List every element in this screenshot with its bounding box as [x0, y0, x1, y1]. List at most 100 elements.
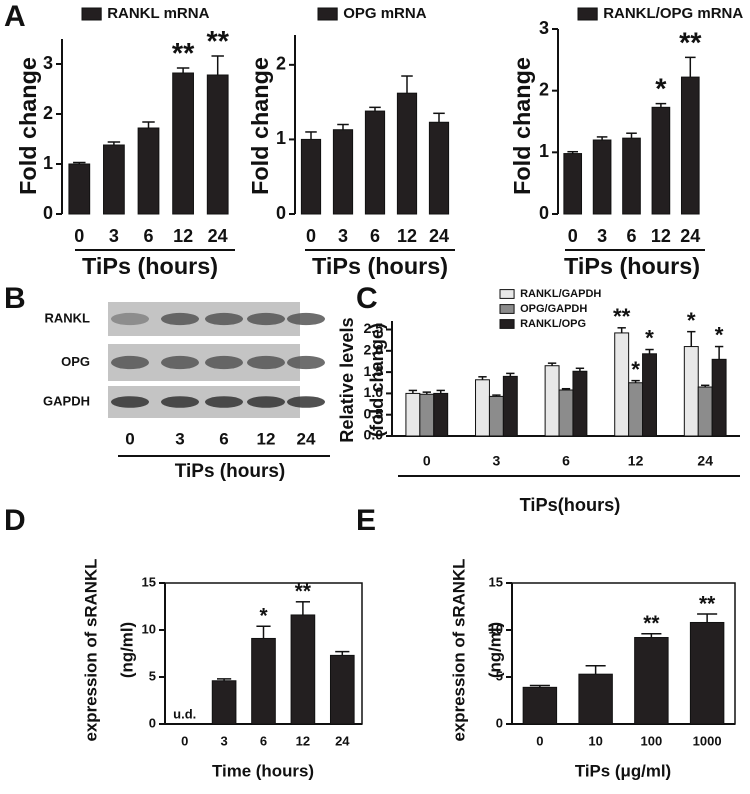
bar [689, 621, 725, 725]
bar [251, 637, 276, 725]
blot-band [161, 312, 199, 326]
y-tick-label: 15 [142, 574, 156, 589]
x-tick-label: 12 [257, 429, 276, 448]
x-tick-label: 24 [208, 226, 228, 246]
y-tick-label: 1 [276, 128, 286, 148]
annotation: * [631, 357, 640, 382]
bar [544, 365, 560, 437]
bar [300, 138, 322, 215]
annotation: ** [613, 304, 631, 329]
x-axis-label: TiPs (hours) [312, 253, 448, 279]
y-tick-label: 15 [489, 574, 503, 589]
blot-row-label: RANKL [45, 310, 91, 325]
bar [572, 370, 588, 437]
legend-swatch [499, 304, 515, 314]
bar [683, 346, 699, 437]
bar [642, 353, 657, 437]
bar [592, 139, 612, 215]
y-tick-label: 1.0 [364, 384, 384, 400]
annotation: ** [699, 592, 716, 615]
x-tick-label: 24 [429, 226, 449, 246]
x-axis-label: TiPs(hours) [520, 495, 621, 515]
blot-row-label: OPG [61, 354, 90, 369]
y-axis-label: Relative levels [337, 317, 357, 442]
y-tick-label: 2.0 [364, 342, 384, 358]
x-tick-label: 3 [109, 226, 119, 246]
y-axis-label: expression of sRANKL [81, 558, 100, 741]
panel-label: C [356, 282, 378, 315]
legend-label: RANKL/GAPDH [520, 288, 601, 300]
bar [578, 673, 613, 725]
x-tick-label: 0 [536, 733, 543, 748]
x-tick-label: 12 [628, 453, 644, 469]
x-tick-label: 24 [297, 429, 316, 448]
x-tick-label: 3 [220, 733, 227, 748]
bar [711, 358, 727, 437]
y-axis-label: (ng/ml) [117, 622, 136, 678]
y-tick-label: 1 [539, 141, 549, 161]
annotation: ** [172, 38, 195, 70]
bar [103, 144, 125, 215]
x-tick-label: 0 [568, 226, 578, 246]
bar [522, 686, 558, 725]
annotation: ** [206, 26, 229, 58]
x-tick-label: 10 [588, 733, 602, 748]
y-tick-label: 0 [276, 203, 286, 223]
blot-band [247, 312, 285, 326]
bar [332, 129, 354, 215]
blot-band [161, 355, 199, 370]
y-tick-label: 0.5 [364, 405, 384, 421]
x-tick-label: 3 [175, 429, 184, 448]
annotation: ** [295, 580, 312, 603]
y-axis-label: (ng/ml) [485, 622, 504, 678]
plot-frame [511, 582, 736, 725]
y-tick-label: 2 [539, 79, 549, 99]
y-axis-label: Fold change [247, 57, 273, 195]
x-tick-label: 12 [397, 226, 417, 246]
bar [329, 654, 355, 725]
blot-band [287, 312, 325, 326]
bar [396, 92, 418, 215]
x-tick-label: 6 [143, 226, 153, 246]
legend-label: OPG mRNA [343, 5, 427, 22]
x-tick-label: 100 [641, 733, 663, 748]
bar [651, 106, 671, 215]
bar [488, 395, 504, 437]
bar [622, 137, 641, 215]
bar [558, 389, 574, 437]
bar [502, 375, 518, 437]
x-tick-label: 0 [181, 733, 188, 748]
bar [433, 392, 449, 437]
bar [364, 110, 386, 215]
y-axis-label: (fold change) [367, 323, 387, 437]
panel-label: A [4, 0, 26, 33]
x-axis-label: TiPs (hours) [564, 253, 700, 279]
y-tick-label: 5 [496, 668, 503, 683]
x-tick-label: 12 [651, 226, 671, 246]
bar [563, 153, 583, 215]
bar [405, 392, 421, 437]
x-tick-label: 24 [680, 226, 700, 246]
legend-swatch [499, 319, 515, 329]
annotation: u.d. [173, 706, 196, 721]
x-tick-label: 3 [597, 226, 607, 246]
x-tick-label: 12 [296, 733, 310, 748]
y-tick-label: 0 [496, 715, 503, 730]
x-axis-label: TiPs (μg/ml) [575, 761, 671, 780]
blot-band [205, 355, 243, 370]
blot-band [111, 396, 149, 408]
y-tick-label: 5 [149, 668, 156, 683]
blot-band [287, 396, 325, 408]
y-tick-label: 1 [43, 153, 53, 173]
bar [614, 332, 630, 437]
bar [628, 382, 644, 437]
blot-band [111, 312, 149, 326]
annotation: * [687, 308, 696, 333]
bar [211, 680, 237, 725]
x-tick-label: 24 [697, 453, 713, 469]
blot-band [247, 355, 285, 370]
y-axis-label: expression of sRANKL [449, 558, 468, 741]
x-tick-label: 6 [260, 733, 267, 748]
x-tick-label: 12 [173, 226, 193, 246]
x-tick-label: 0 [125, 429, 134, 448]
